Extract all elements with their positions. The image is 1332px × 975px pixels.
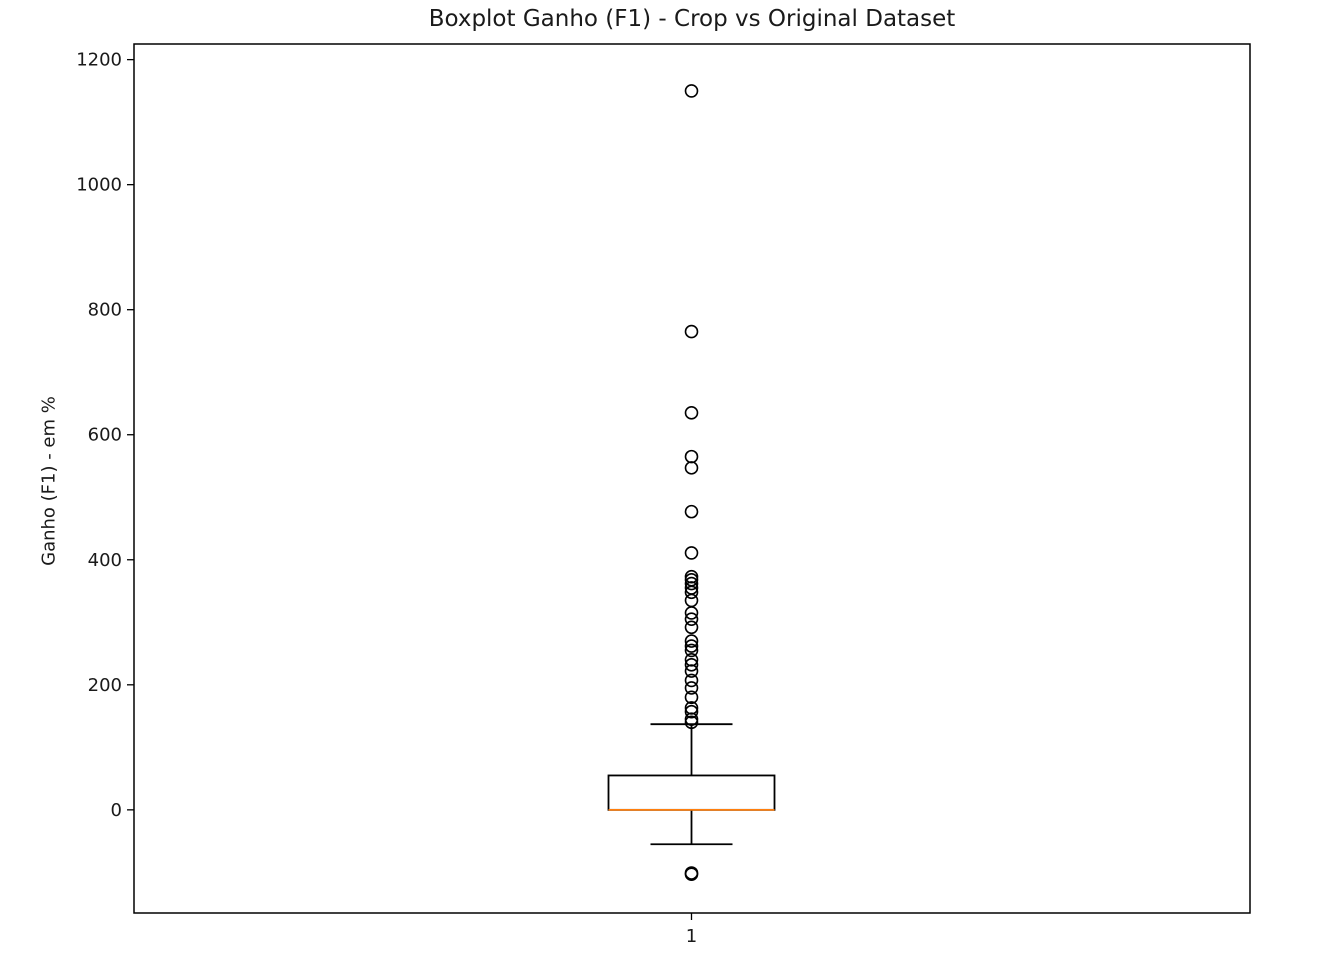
outlier-point bbox=[684, 634, 699, 648]
outlier-point bbox=[684, 461, 699, 475]
plot-area-frame bbox=[133, 43, 1251, 914]
outlier-point bbox=[684, 704, 699, 719]
x-axis: 1 bbox=[686, 913, 697, 947]
chart-marks bbox=[607, 84, 776, 882]
outlier-point bbox=[684, 606, 699, 620]
outlier-point bbox=[684, 664, 699, 678]
x-tick-label: 1 bbox=[686, 926, 697, 947]
outlier-point bbox=[684, 593, 699, 608]
outlier-point bbox=[684, 406, 699, 420]
chart-title: Boxplot Ganho (F1) - Crop vs Original Da… bbox=[428, 6, 956, 32]
outlier-point bbox=[684, 643, 699, 658]
outlier-point bbox=[684, 324, 699, 339]
outlier-point bbox=[684, 673, 699, 688]
y-tick-label: 1000 bbox=[76, 175, 122, 196]
outlier-point bbox=[684, 639, 699, 653]
y-tick-label: 200 bbox=[88, 675, 122, 696]
y-tick-label: 800 bbox=[88, 300, 122, 321]
interquartile-box bbox=[607, 774, 776, 811]
y-tick-label: 0 bbox=[111, 800, 122, 821]
y-tick-label: 400 bbox=[88, 550, 122, 571]
y-tick-label: 600 bbox=[88, 425, 122, 446]
y-axis: 0 200 400 600 800 1000 1200 bbox=[76, 50, 134, 821]
outlier-point bbox=[684, 585, 699, 600]
outlier-point bbox=[684, 620, 699, 635]
outlier-point bbox=[684, 690, 699, 705]
outlier-point bbox=[684, 866, 699, 880]
outlier-point bbox=[684, 546, 699, 560]
outlier-point bbox=[684, 612, 699, 626]
outlier-point bbox=[684, 449, 699, 464]
outlier-point bbox=[684, 84, 699, 98]
outlier-point bbox=[684, 715, 699, 730]
outlier-point bbox=[684, 504, 699, 519]
outlier-point bbox=[684, 576, 699, 591]
y-tick-label: 1200 bbox=[76, 50, 122, 71]
outlier-point bbox=[684, 681, 699, 695]
outlier-point bbox=[684, 658, 699, 672]
